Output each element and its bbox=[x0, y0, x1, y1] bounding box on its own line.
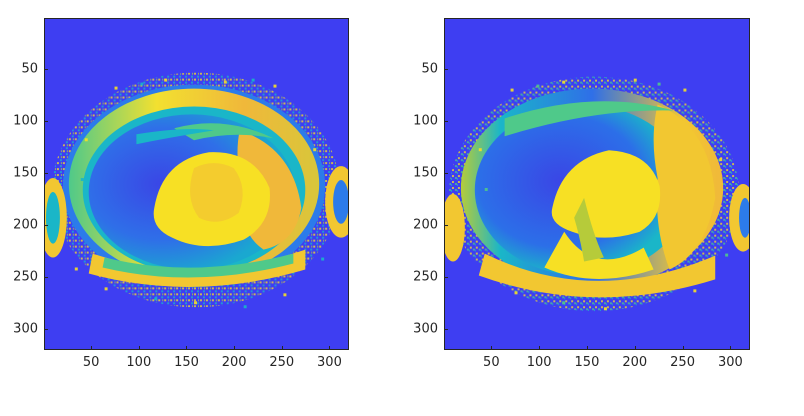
y-tick-mark bbox=[444, 276, 448, 278]
x-tick-mark bbox=[186, 346, 188, 350]
y-tick-label: 100 bbox=[413, 113, 438, 129]
right-image-axes bbox=[444, 18, 750, 350]
x-tick-label: 200 bbox=[221, 355, 247, 370]
right-phase-map-image bbox=[445, 76, 749, 312]
x-tick-mark bbox=[281, 346, 283, 350]
x-tick-label: 100 bbox=[526, 355, 552, 370]
x-tick-label: 300 bbox=[317, 355, 342, 370]
x-tick-label: 50 bbox=[483, 355, 500, 370]
x-tick-mark bbox=[539, 346, 541, 350]
y-tick-mark bbox=[44, 276, 48, 278]
y-tick-mark bbox=[444, 173, 448, 175]
x-tick-label: 100 bbox=[126, 355, 152, 370]
x-tick-mark bbox=[234, 346, 236, 350]
x-tick-label: 250 bbox=[670, 355, 695, 370]
y-tick-label: 300 bbox=[13, 321, 38, 337]
x-tick-mark bbox=[91, 346, 93, 350]
y-tick-mark bbox=[44, 328, 48, 330]
x-tick-mark bbox=[329, 346, 331, 350]
x-tick-mark bbox=[730, 346, 732, 350]
x-tick-label: 50 bbox=[82, 355, 100, 370]
y-tick-label: 250 bbox=[413, 269, 438, 285]
y-tick-mark bbox=[444, 69, 448, 71]
left-phase-map-image bbox=[45, 72, 348, 309]
y-tick-label: 200 bbox=[413, 217, 438, 233]
x-tick-mark bbox=[491, 346, 493, 350]
x-tick-label: 150 bbox=[574, 355, 600, 370]
y-tick-mark bbox=[444, 328, 448, 330]
y-tick-label: 150 bbox=[413, 165, 438, 181]
y-tick-label: 150 bbox=[13, 165, 38, 181]
x-tick-mark bbox=[138, 346, 140, 350]
y-tick-label: 250 bbox=[13, 269, 38, 285]
x-tick-label: 250 bbox=[269, 355, 295, 370]
y-tick-label: 100 bbox=[13, 113, 38, 129]
y-tick-label: 50 bbox=[421, 61, 438, 77]
y-tick-mark bbox=[444, 121, 448, 123]
y-tick-mark bbox=[44, 224, 48, 226]
y-tick-label: 50 bbox=[21, 61, 38, 77]
x-tick-label: 150 bbox=[174, 355, 199, 370]
y-tick-label: 300 bbox=[413, 321, 438, 337]
y-tick-mark bbox=[44, 121, 48, 123]
x-tick-mark bbox=[634, 346, 636, 350]
y-tick-mark bbox=[44, 69, 48, 71]
y-tick-mark bbox=[44, 173, 48, 175]
x-tick-label: 300 bbox=[717, 355, 743, 370]
left-image-axes bbox=[44, 18, 349, 350]
y-tick-mark bbox=[444, 224, 448, 226]
y-tick-label: 200 bbox=[13, 217, 38, 233]
x-tick-label: 200 bbox=[622, 355, 648, 370]
x-tick-mark bbox=[682, 346, 684, 350]
x-tick-mark bbox=[586, 346, 588, 350]
